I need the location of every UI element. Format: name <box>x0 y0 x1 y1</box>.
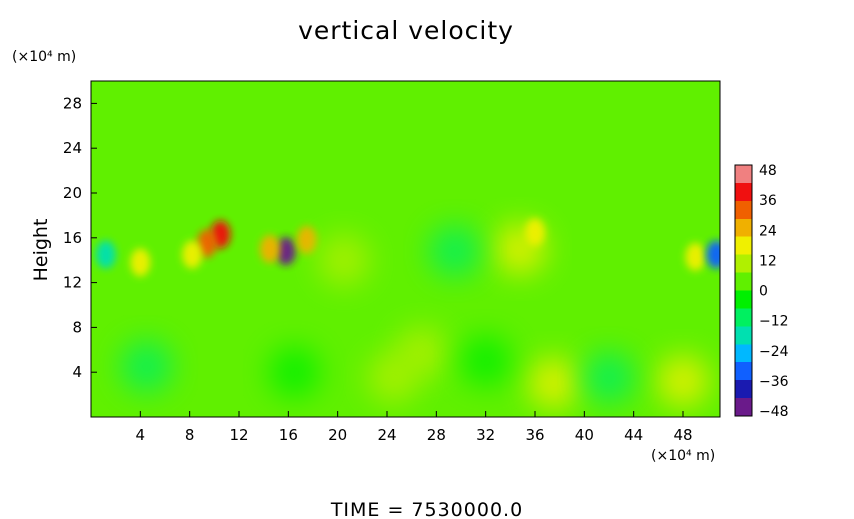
y-tick-label: 20 <box>63 184 82 202</box>
heatmap-feature <box>459 335 512 387</box>
x-tick-labels: 4 8 12 16 20 24 28 32 36 40 44 48 <box>136 411 693 444</box>
heatmap-feature <box>317 234 370 287</box>
heatmap-feature <box>268 346 321 399</box>
x-tick-label: 8 <box>185 426 195 444</box>
heatmap-feature <box>275 237 296 266</box>
heatmap-feature <box>367 351 420 404</box>
heatmap-feature <box>259 235 280 263</box>
heatmap-feature <box>527 357 580 410</box>
heatmap-feature <box>494 223 547 275</box>
x-tick-label: 28 <box>427 426 446 444</box>
colorbar-tick-label: −12 <box>759 314 789 330</box>
x-tick-label: 36 <box>525 426 544 444</box>
y-axis-label: Height <box>30 219 52 282</box>
chart-title: vertical velocity <box>298 16 514 45</box>
y-tick-label: 24 <box>63 139 82 157</box>
x-tick-label: 24 <box>377 426 396 444</box>
colorbar-tick-label: −48 <box>759 404 789 420</box>
time-footer: TIME = 7530000.0 <box>330 499 523 519</box>
colorbar-frame <box>734 164 753 417</box>
colorbar-tick-label: 0 <box>759 284 768 300</box>
y-unit-label: (×10⁴ m) <box>12 49 76 65</box>
heatmap-feature <box>120 340 173 393</box>
heatmap-feature <box>95 240 116 269</box>
colorbar-tick-label: 36 <box>759 193 777 209</box>
x-tick-label: 32 <box>476 426 495 444</box>
x-tick-label: 40 <box>575 426 594 444</box>
x-tick-label: 20 <box>328 426 347 444</box>
colorbar-fill <box>735 165 752 416</box>
y-tick-label: 8 <box>72 318 82 336</box>
y-tick-label: 16 <box>63 229 82 247</box>
y-tick-label: 28 <box>63 94 82 112</box>
x-unit-label: (×10⁴ m) <box>651 448 715 464</box>
heatmap-feature <box>196 229 217 258</box>
y-tick-label: 12 <box>63 274 82 292</box>
x-tick-label: 16 <box>279 426 298 444</box>
heatmap-feature <box>583 351 635 404</box>
y-tick-labels: 4 8 12 16 20 24 28 <box>63 94 97 381</box>
colorbar-tick-label: 12 <box>759 253 777 269</box>
heatmap-feature <box>130 248 151 277</box>
x-tick-label: 48 <box>673 426 692 444</box>
heatmap-feature <box>685 242 706 271</box>
heatmap-feature <box>296 226 317 255</box>
plot-frame <box>90 80 721 418</box>
colorbar-tick-label: 24 <box>759 223 777 239</box>
heatmap-feature <box>706 240 720 269</box>
colorbar: 48 36 24 12 0 −12 −24 −36 −48 <box>734 163 789 420</box>
x-tick-label: 12 <box>229 426 248 444</box>
colorbar-tick-label: −36 <box>759 374 789 390</box>
heatmap-feature <box>428 225 481 278</box>
x-tick-label: 44 <box>624 426 643 444</box>
x-tick-label: 4 <box>136 426 146 444</box>
heatmap-plot <box>90 80 721 418</box>
heatmap-feature <box>657 355 709 408</box>
y-tick-label: 4 <box>72 363 82 381</box>
colorbar-tick-label: 48 <box>759 163 777 179</box>
heatmap-feature <box>182 240 203 269</box>
colorbar-tick-label: −24 <box>759 344 789 360</box>
